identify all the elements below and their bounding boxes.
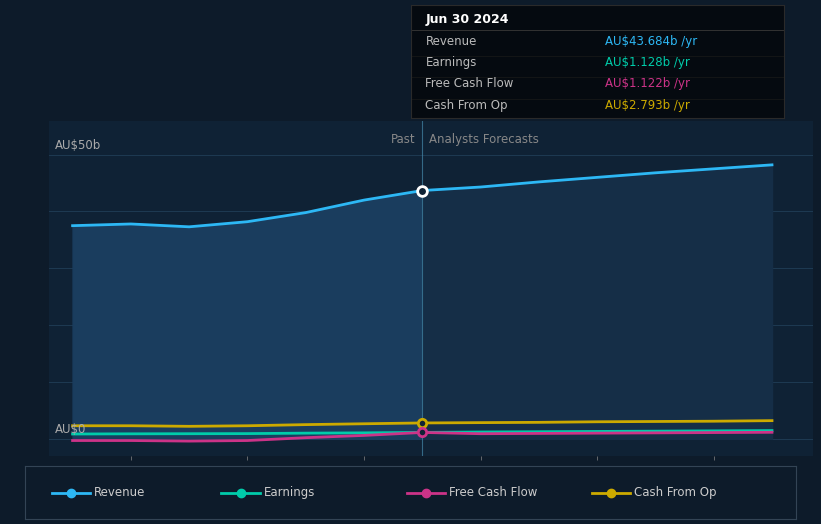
Text: AU$50b: AU$50b: [55, 139, 101, 152]
Text: Revenue: Revenue: [94, 486, 145, 499]
Text: Jun 30 2024: Jun 30 2024: [425, 13, 509, 26]
Text: AU$43.684b /yr: AU$43.684b /yr: [605, 35, 697, 48]
Text: Cash From Op: Cash From Op: [425, 99, 508, 112]
Text: Earnings: Earnings: [425, 56, 477, 69]
Text: AU$2.793b /yr: AU$2.793b /yr: [605, 99, 690, 112]
Text: AU$1.128b /yr: AU$1.128b /yr: [605, 56, 690, 69]
Text: Revenue: Revenue: [425, 35, 477, 48]
Text: AU$0: AU$0: [55, 423, 86, 436]
Text: Past: Past: [391, 133, 415, 146]
Text: Free Cash Flow: Free Cash Flow: [425, 78, 514, 90]
Text: Earnings: Earnings: [264, 486, 315, 499]
Text: AU$1.122b /yr: AU$1.122b /yr: [605, 78, 690, 90]
Text: Cash From Op: Cash From Op: [635, 486, 717, 499]
Text: Analysts Forecasts: Analysts Forecasts: [429, 133, 539, 146]
Text: Free Cash Flow: Free Cash Flow: [449, 486, 538, 499]
